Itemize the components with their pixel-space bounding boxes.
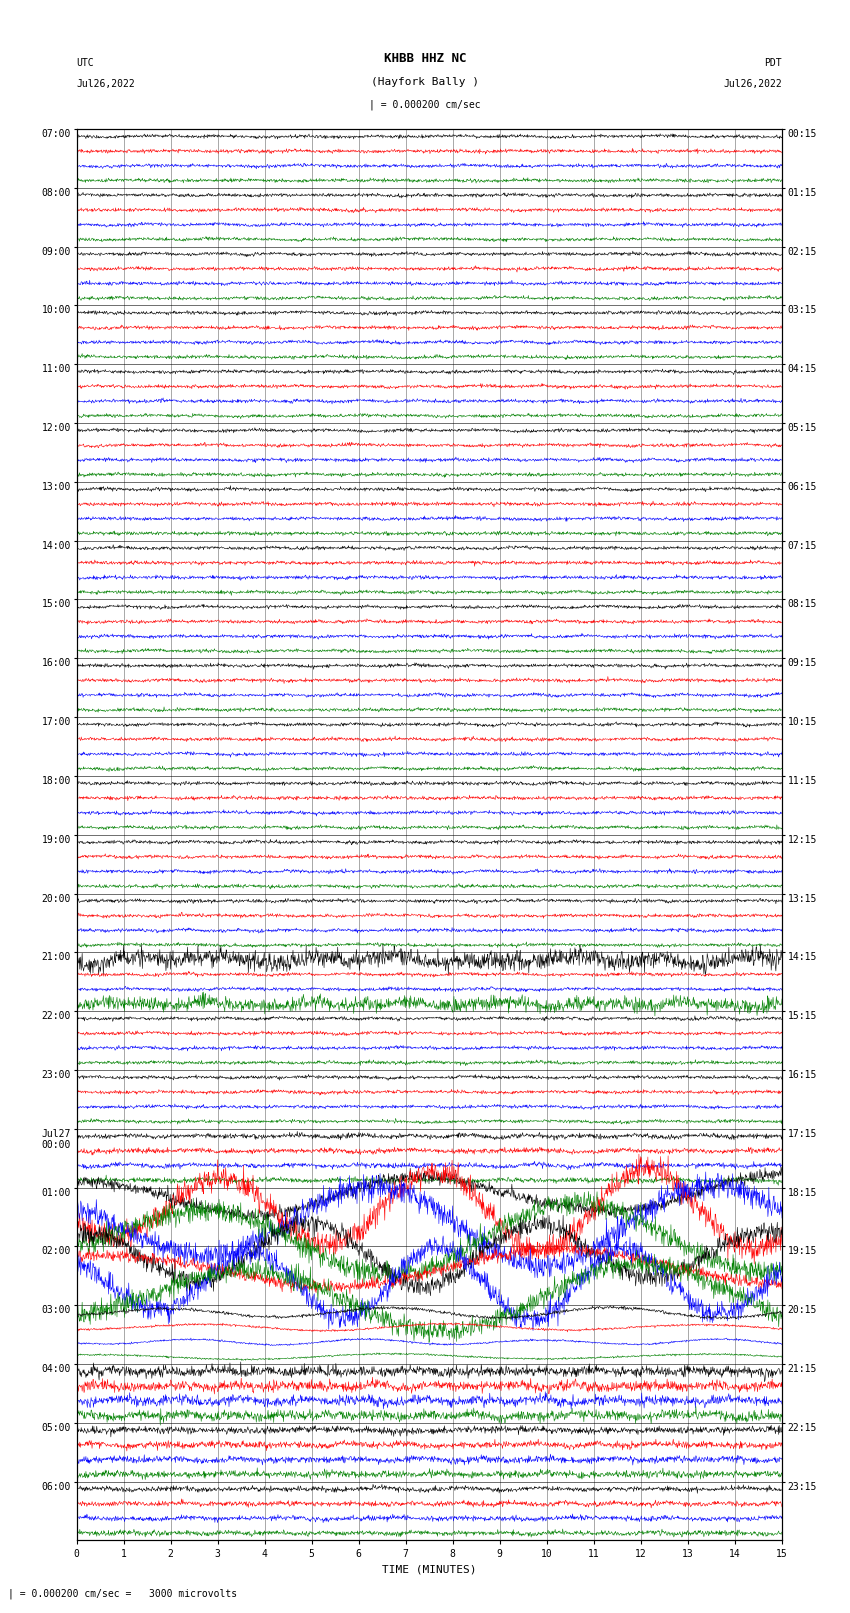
Text: | = 0.000200 cm/sec =   3000 microvolts: | = 0.000200 cm/sec = 3000 microvolts bbox=[8, 1589, 238, 1598]
Text: (Hayfork Bally ): (Hayfork Bally ) bbox=[371, 77, 479, 87]
Text: UTC: UTC bbox=[76, 58, 94, 68]
Text: KHBB HHZ NC: KHBB HHZ NC bbox=[383, 52, 467, 65]
Text: | = 0.000200 cm/sec: | = 0.000200 cm/sec bbox=[369, 98, 481, 110]
Text: Jul26,2022: Jul26,2022 bbox=[723, 79, 782, 89]
X-axis label: TIME (MINUTES): TIME (MINUTES) bbox=[382, 1565, 477, 1574]
Text: PDT: PDT bbox=[764, 58, 782, 68]
Text: Jul26,2022: Jul26,2022 bbox=[76, 79, 135, 89]
